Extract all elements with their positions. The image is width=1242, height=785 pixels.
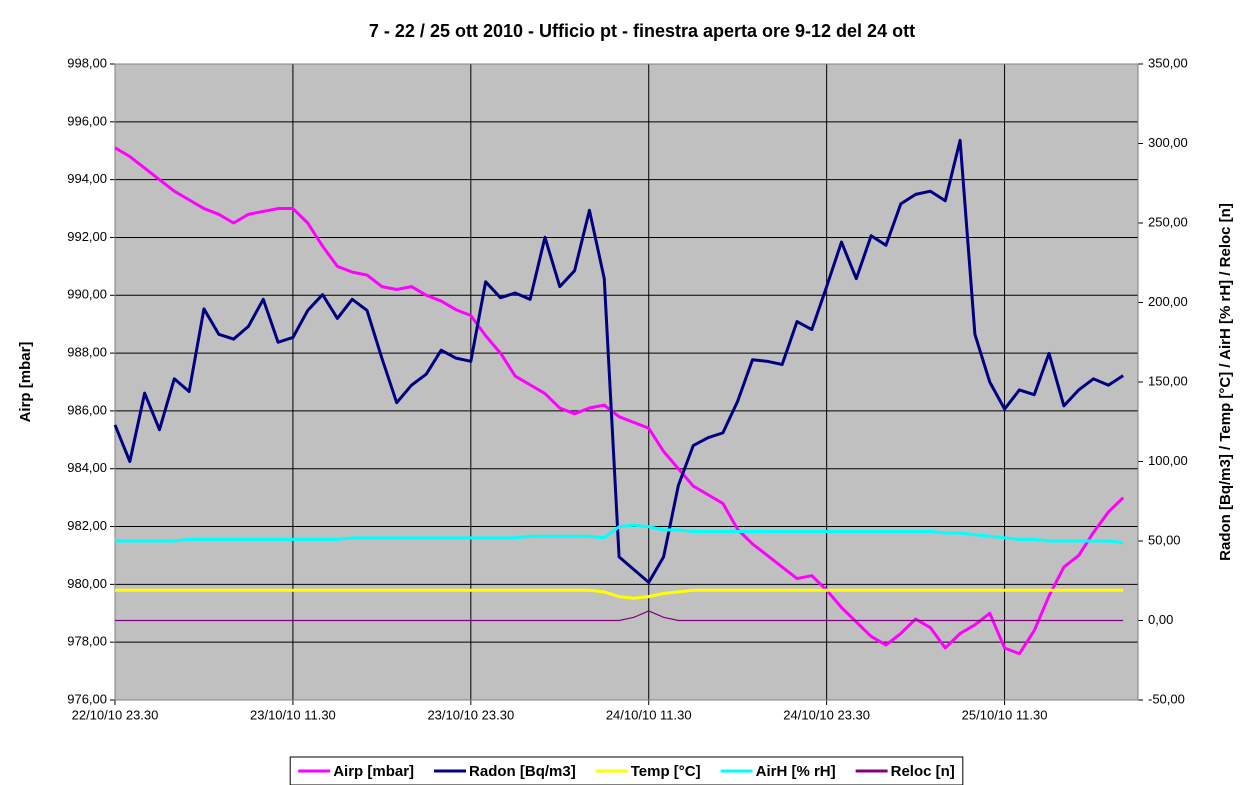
- y-tick-label: 982,00: [67, 518, 107, 533]
- y2-tick-label: 200,00: [1148, 294, 1188, 309]
- y2-axis-title: Radon [Bq/m3] / Temp [°C] / AirH [% rH] …: [1217, 203, 1234, 561]
- y-tick-label: 992,00: [67, 229, 107, 244]
- y-tick-label: 988,00: [67, 345, 107, 360]
- legend-item: Radon [Bq/m3]: [434, 763, 576, 780]
- y-tick-label: 994,00: [67, 171, 107, 186]
- y-tick-label: 998,00: [67, 55, 107, 70]
- y-tick-label: 978,00: [67, 634, 107, 649]
- plot-border: [114, 63, 1139, 701]
- y2-tick-label: 150,00: [1148, 373, 1188, 388]
- y2-tick-label: -50,00: [1148, 691, 1185, 706]
- y-axis-title: Airp [mbar]: [17, 342, 34, 423]
- y2-tick-label: 0,00: [1148, 612, 1173, 627]
- legend-label: Airp [mbar]: [333, 763, 414, 780]
- x-tick-label: 24/10/10 23.30: [783, 707, 870, 722]
- y-tick-label: 986,00: [67, 402, 107, 417]
- legend: Airp [mbar] Radon [Bq/m3] Temp [°C] AirH [%…: [289, 756, 964, 785]
- y2-tick-label: 100,00: [1148, 453, 1188, 468]
- y-tick-label: 984,00: [67, 460, 107, 475]
- series-line: [115, 523, 1124, 545]
- x-tick-label: 23/10/10 11.30: [250, 707, 336, 722]
- series-line: [114, 146, 1125, 656]
- plot-area: [115, 64, 1138, 700]
- x-tick-label: 23/10/10 23.30: [427, 707, 514, 722]
- y-tick-label: 990,00: [67, 287, 107, 302]
- legend-item: AirH [% rH]: [720, 763, 836, 780]
- legend-label: Temp [°C]: [631, 763, 701, 780]
- series-line: [113, 138, 1124, 584]
- y2-tick-label: 50,00: [1148, 532, 1181, 547]
- y-tick-label: 996,00: [67, 113, 107, 128]
- legend-label: Radon [Bq/m3]: [469, 763, 576, 780]
- y2-tick-label: 300,00: [1148, 135, 1188, 150]
- series-line: [115, 588, 1124, 600]
- x-tick-label: 24/10/10 11.30: [606, 707, 692, 722]
- y2-tick-label: 350,00: [1148, 55, 1188, 70]
- y-tick-label: 976,00: [67, 691, 107, 706]
- series-line: [115, 610, 1124, 622]
- legend-item: Airp [mbar]: [298, 763, 414, 780]
- x-tick-label: 22/10/10 23.30: [72, 707, 159, 722]
- x-tick-label: 25/10/10 11.30: [962, 707, 1048, 722]
- y2-tick-label: 250,00: [1148, 214, 1188, 229]
- legend-label: Reloc [n]: [891, 763, 955, 780]
- chart-title: 7 - 22 / 25 ott 2010 - Ufficio pt - fine…: [369, 21, 915, 41]
- y-tick-label: 980,00: [67, 576, 107, 591]
- legend-item: Temp [°C]: [595, 763, 701, 780]
- legend-label: AirH [% rH]: [756, 763, 836, 780]
- legend-item: Reloc [n]: [855, 763, 955, 780]
